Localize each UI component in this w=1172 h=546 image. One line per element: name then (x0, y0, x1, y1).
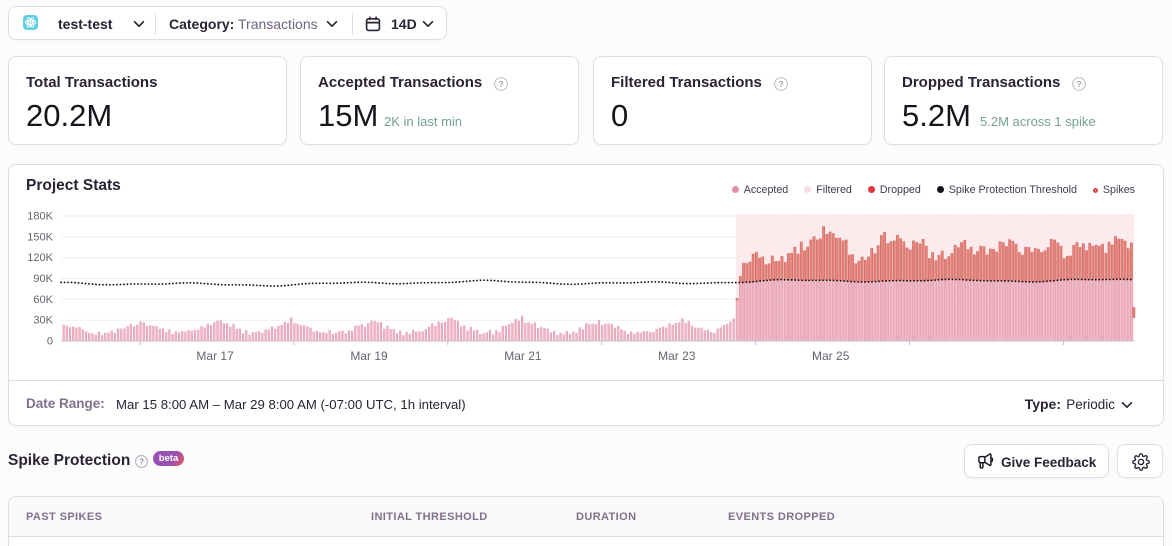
svg-text:Mar 21: Mar 21 (504, 349, 542, 363)
svg-text:150K: 150K (27, 231, 53, 243)
svg-text:?: ? (1076, 79, 1081, 89)
svg-text:60K: 60K (33, 294, 53, 306)
svg-text:Mar 19: Mar 19 (350, 349, 388, 363)
svg-text:30K: 30K (33, 315, 53, 327)
svg-text:90K: 90K (33, 273, 53, 285)
svg-text:Mar 25: Mar 25 (812, 349, 850, 363)
svg-text:?: ? (139, 457, 144, 466)
svg-text:?: ? (778, 79, 783, 89)
svg-text:120K: 120K (27, 252, 53, 264)
svg-text:Mar 17: Mar 17 (196, 349, 234, 363)
svg-text:Mar 23: Mar 23 (658, 349, 696, 363)
svg-text:0: 0 (47, 336, 53, 348)
svg-text:180K: 180K (27, 211, 53, 223)
svg-text:?: ? (498, 79, 503, 89)
